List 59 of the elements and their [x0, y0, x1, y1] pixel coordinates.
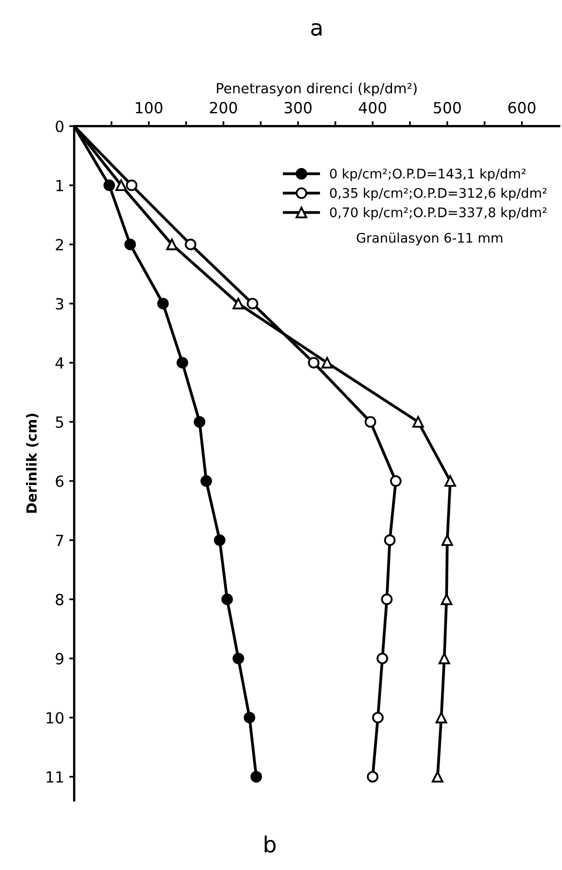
point — [364, 416, 376, 428]
point — [384, 534, 396, 546]
y-tick-label: 0 — [56, 120, 64, 132]
point — [250, 770, 262, 783]
point — [200, 475, 212, 487]
point — [232, 652, 244, 664]
y-axis-title: Derinlik (cm) — [26, 414, 38, 513]
x-tick-label: 200 — [210, 102, 237, 114]
point — [442, 534, 454, 546]
chart-title: a — [311, 23, 322, 36]
point — [103, 180, 116, 192]
point — [157, 298, 169, 310]
point — [184, 238, 196, 250]
y-tick-label: 5 — [56, 416, 64, 428]
point — [232, 298, 244, 310]
point — [308, 356, 320, 368]
text: b — [264, 835, 276, 853]
point — [390, 475, 402, 487]
point — [432, 770, 444, 783]
y-tick-label: 3 — [56, 298, 64, 310]
point — [126, 180, 138, 192]
y-tick-label: 9 — [56, 652, 64, 664]
y-tick-label: 6 — [56, 475, 64, 488]
x-tick-label: 500 — [434, 102, 461, 114]
y-tick-label: 2 — [56, 238, 63, 250]
point — [214, 534, 226, 546]
x-tick-label: 600 — [508, 102, 536, 114]
x-tick-label: 400 — [358, 102, 386, 114]
y-tick-label: 1 — [56, 180, 64, 192]
point — [194, 416, 206, 428]
point — [115, 180, 127, 192]
y-tick-label: 11 — [46, 771, 64, 783]
point — [381, 594, 393, 606]
point — [221, 594, 233, 606]
point — [124, 238, 136, 250]
point — [444, 475, 456, 487]
legend-label: 0,70 kp/cm²;O.P.D=337,8 kp/dm² — [330, 207, 546, 220]
y-tick-label: 4 — [55, 357, 64, 369]
point — [176, 356, 188, 368]
point — [244, 712, 256, 724]
point — [376, 652, 388, 664]
point — [412, 416, 424, 428]
y-tick-label: 10 — [46, 712, 64, 724]
legend-label: 0 kp/cm²;O.P.D=143,1 kp/dm² — [330, 168, 526, 182]
y-tick-label: 7 — [56, 534, 64, 546]
point — [440, 594, 452, 606]
point — [246, 298, 258, 310]
annotation: Granülasyon 6-11 mm — [356, 232, 502, 246]
point — [166, 238, 178, 250]
x-tick-label: 100 — [136, 102, 162, 114]
point — [366, 770, 378, 783]
legend-label: 0,35 kp/cm²;O.P.D=312,6 kp/dm² — [330, 188, 546, 201]
x-axis-title: Penetrasyon direnci (kp/dm²) — [216, 82, 417, 96]
point — [321, 356, 333, 368]
point — [372, 712, 384, 724]
y-tick-label: 8 — [56, 594, 64, 606]
x-tick-label: 300 — [284, 102, 312, 114]
point — [436, 712, 448, 724]
point — [438, 652, 450, 664]
